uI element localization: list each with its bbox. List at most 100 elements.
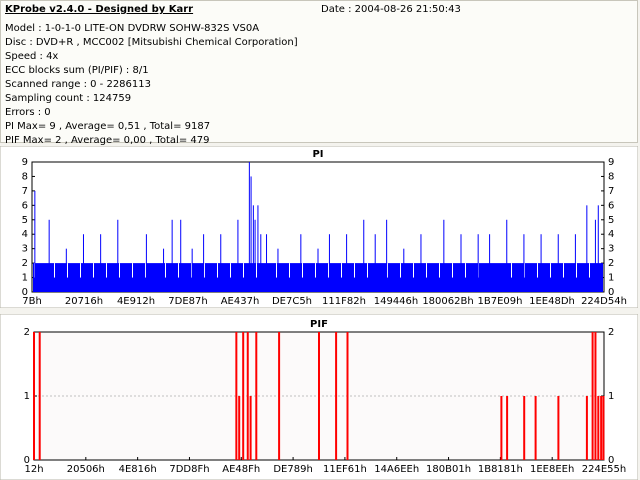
y-tick-label-right: 0: [608, 455, 614, 466]
x-tick-label: 7DE87h: [168, 296, 207, 307]
y-tick-label-left: 1: [22, 273, 28, 284]
y-tick-label-left: 0: [22, 287, 28, 298]
baseline-gap: [465, 263, 466, 278]
x-tick-label: 20716h: [65, 296, 103, 307]
x-tick-label: 149446h: [374, 296, 419, 307]
pif-chart-panel: PIF 0 0 1 1 2 2 12h 20506h 4E816h 7DD8Fh AE48Fh DE78…: [0, 314, 638, 480]
pi-chart-panel: PI 0 0 1 1 2 2 3 3 4 4 5 5 6 6 7 7 8 8 9 9 7Bh 20716h 4E912h 7DE…: [0, 146, 638, 308]
info-line-errors: Errors : 0: [5, 107, 51, 118]
baseline-gap: [80, 263, 81, 278]
y-tick-label-left: 9: [22, 157, 28, 168]
baseline-gap: [67, 263, 68, 278]
y-tick-label-left: 2: [22, 258, 28, 269]
baseline-gap: [204, 263, 205, 278]
x-tick-label: 12h: [24, 464, 43, 475]
chart-title: PI: [312, 149, 323, 160]
x-tick-label: 1B7E09h: [478, 296, 523, 307]
app-title: KProbe v2.4.0 - Designed by Karr: [5, 4, 194, 15]
y-tick-label-right: 5: [608, 215, 614, 226]
y-tick-label-left: 3: [22, 244, 28, 255]
baseline-gap: [426, 263, 427, 278]
baseline-gap: [302, 263, 303, 278]
baseline-gap: [367, 263, 368, 278]
y-tick-label-right: 1: [608, 273, 614, 284]
info-line-pi: PI Max= 9 , Average= 0,51 , Total= 9187: [5, 121, 211, 132]
y-tick-label-right: 2: [608, 258, 614, 269]
y-tick-label-right: 8: [608, 171, 614, 182]
x-tick-label: 1EE8EEh: [530, 464, 574, 475]
x-tick-label: 111F82h: [322, 296, 366, 307]
x-tick-label: 1EE48Dh: [529, 296, 575, 307]
baseline-gap: [563, 263, 564, 278]
baseline-gap: [439, 263, 440, 278]
y-tick-label-right: 2: [608, 327, 614, 338]
x-tick-label: 224D54h: [581, 296, 627, 307]
baseline-gap: [452, 263, 453, 278]
pif-chart: PIF 0 0 1 1 2 2 12h 20506h 4E816h 7DD8Fh AE48Fh DE78…: [0, 314, 638, 480]
baseline-gap: [276, 263, 277, 278]
baseline-gap: [524, 263, 525, 278]
x-tick-label: 180062Bh: [422, 296, 473, 307]
baseline-gap: [256, 263, 257, 278]
baseline-gap: [576, 263, 577, 278]
baseline-gap: [537, 263, 538, 278]
baseline-gap: [145, 263, 146, 278]
info-line-pif: PIF Max= 2 , Average= 0,00 , Total= 479: [5, 135, 210, 146]
baseline-gap: [217, 263, 218, 278]
x-tick-label: 20506h: [67, 464, 105, 475]
info-line-sampling: Sampling count : 124759: [5, 93, 132, 104]
info-line-model: Model : 1-0-1-0 LITE-ON DVDRW SOHW-832S …: [5, 23, 260, 34]
y-tick-label-left: 1: [24, 391, 30, 402]
x-tick-label: DE789h: [273, 464, 312, 475]
pi-chart: PI 0 0 1 1 2 2 3 3 4 4 5 5 6 6 7 7 8 8 9 9 7Bh 20716h 4E912h 7DE…: [0, 146, 638, 308]
x-tick-label: 1B8181h: [478, 464, 523, 475]
baseline-gap: [328, 263, 329, 278]
x-tick-label: 4E912h: [117, 296, 155, 307]
baseline-gap: [413, 263, 414, 278]
y-tick-label-left: 4: [22, 229, 28, 240]
x-tick-label: 11EF61h: [323, 464, 367, 475]
x-tick-label: DE7C5h: [272, 296, 312, 307]
baseline-gap: [178, 263, 179, 278]
x-tick-label: 4E816h: [119, 464, 157, 475]
baseline-gap: [354, 263, 355, 278]
baseline-gap: [289, 263, 290, 278]
info-line-ecc: ECC blocks sum (PI/PIF) : 8/1: [5, 65, 149, 76]
baseline-gap: [54, 263, 55, 278]
baseline-gap: [341, 263, 342, 278]
chart-title: PIF: [310, 319, 328, 330]
baseline-gap: [230, 263, 231, 278]
baseline-gap: [93, 263, 94, 278]
x-tick-label: 7Bh: [22, 296, 42, 307]
info-panel: KProbe v2.4.0 - Designed by Karr Date : …: [0, 0, 638, 146]
y-tick-label-right: 6: [608, 200, 614, 211]
y-tick-label-left: 0: [24, 455, 30, 466]
baseline-gap: [387, 263, 388, 278]
y-tick-label-right: 1: [608, 391, 614, 402]
info-line-range: Scanned range : 0 - 2286113: [5, 79, 151, 90]
baseline-gap: [191, 263, 192, 278]
baseline-gap: [106, 263, 107, 278]
y-tick-label-right: 9: [608, 157, 614, 168]
x-tick-label: 14A6EEh: [374, 464, 419, 475]
baseline-gap: [119, 263, 120, 278]
y-tick-label-right: 4: [608, 229, 614, 240]
info-line-speed: Speed : 4x: [5, 51, 59, 62]
baseline-gap: [165, 263, 166, 278]
x-tick-label: AE437h: [221, 296, 260, 307]
y-tick-label-left: 5: [22, 215, 28, 226]
y-tick-label-right: 7: [608, 186, 614, 197]
y-tick-label-left: 2: [24, 327, 30, 338]
x-tick-label: 224E55h: [582, 464, 626, 475]
scan-date: Date : 2004-08-26 21:50:43: [321, 4, 461, 15]
y-tick-label-left: 7: [22, 186, 28, 197]
y-tick-label-left: 8: [22, 171, 28, 182]
y-tick-label-left: 6: [22, 200, 28, 211]
baseline-gap: [132, 263, 133, 278]
info-line-disc: Disc : DVD+R , MCC002 [Mitsubishi Chemic…: [5, 37, 298, 48]
x-tick-label: AE48Fh: [222, 464, 260, 475]
y-tick-label-right: 3: [608, 244, 614, 255]
x-tick-label: 180B01h: [426, 464, 471, 475]
baseline-gap: [400, 263, 401, 278]
x-tick-label: 7DD8Fh: [169, 464, 209, 475]
